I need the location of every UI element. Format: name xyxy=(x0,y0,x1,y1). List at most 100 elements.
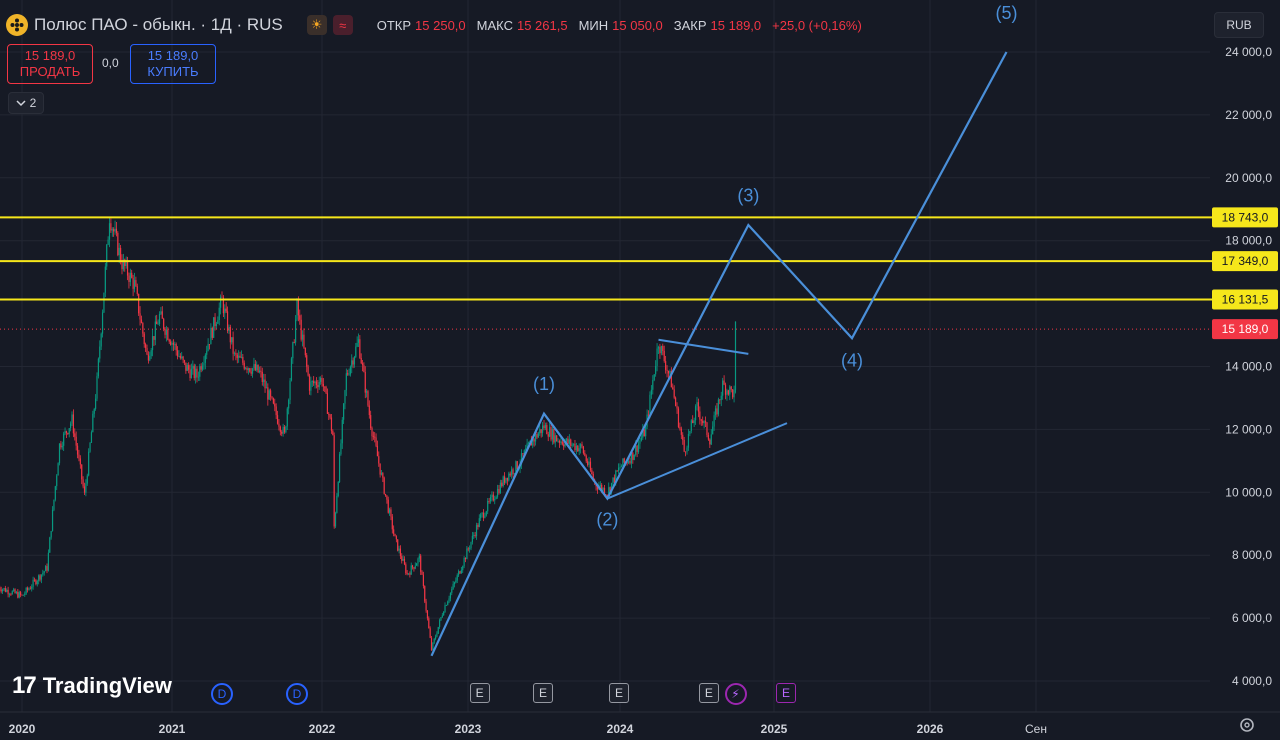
candle-body xyxy=(33,579,36,581)
earnings-event-marker[interactable]: E xyxy=(469,683,490,703)
candle-body xyxy=(250,371,252,374)
candle-body xyxy=(242,356,244,363)
symbol-title[interactable]: Полюс ПАО - обыкн. · 1Д · RUS xyxy=(34,15,283,34)
news-event-marker[interactable]: ⚡ xyxy=(724,683,747,705)
candle-body xyxy=(325,386,327,394)
candle-body xyxy=(502,476,504,487)
indicators-collapse-button[interactable]: 2 xyxy=(8,92,44,114)
earnings-event-marker[interactable]: E xyxy=(776,683,796,703)
candle-body xyxy=(351,360,353,367)
last-price-label: 15 189,0 xyxy=(1222,322,1269,336)
candle-body xyxy=(340,443,342,455)
candle-body xyxy=(622,458,624,467)
candle-body xyxy=(29,588,31,590)
candle-body xyxy=(686,447,688,452)
x-tick-label: 2025 xyxy=(761,722,788,736)
ohlc-low-key: МИН xyxy=(578,17,609,33)
candle-body xyxy=(645,426,647,437)
gear-icon[interactable] xyxy=(1238,716,1256,734)
candle-body xyxy=(665,361,667,370)
candle-body xyxy=(147,354,149,361)
wave-label: (5) xyxy=(996,3,1018,23)
candle-body xyxy=(336,496,338,513)
candle-body xyxy=(585,455,587,462)
candle-body xyxy=(189,369,191,379)
candle-body xyxy=(496,488,499,497)
candle-body xyxy=(360,357,362,364)
elliott-wave-path xyxy=(430,51,1008,657)
candle-body xyxy=(467,548,469,550)
dividend-event-marker[interactable]: D xyxy=(211,683,233,705)
candle-body xyxy=(537,433,539,438)
candle-body xyxy=(482,512,485,518)
earnings-event-marker[interactable]: E xyxy=(533,683,553,703)
candle-body xyxy=(551,429,554,440)
dividend-event-marker[interactable]: D xyxy=(286,683,308,705)
candle-body xyxy=(355,346,357,357)
candle-body xyxy=(370,415,372,428)
candle-body xyxy=(26,587,29,590)
candle-body xyxy=(229,326,231,343)
sun-icon[interactable]: ☀ xyxy=(306,15,327,35)
candle-body xyxy=(204,354,206,363)
candle-body xyxy=(264,379,266,389)
candle-body xyxy=(575,445,577,451)
tradingview-wordmark: TradingView xyxy=(42,673,172,698)
candle-body xyxy=(285,426,287,433)
candle-body xyxy=(713,415,715,427)
candle-body xyxy=(473,535,475,536)
candle-body xyxy=(56,475,58,487)
candle-body xyxy=(441,615,443,618)
candle-body xyxy=(440,617,442,621)
candle-body xyxy=(516,461,518,470)
candle-body xyxy=(75,436,77,446)
candle-body xyxy=(405,564,407,574)
candle-body xyxy=(100,333,102,347)
candle-body xyxy=(520,453,523,465)
candle-body xyxy=(469,548,471,550)
tradingview-logo[interactable]: 17 TradingView xyxy=(12,672,172,700)
candle-body xyxy=(391,516,393,530)
candle-body xyxy=(657,347,660,349)
buy-button[interactable]: 15 189,0 КУПИТЬ xyxy=(130,44,216,84)
candle-body xyxy=(348,374,350,376)
candle-body xyxy=(368,405,370,416)
wave-icon[interactable]: ≈ xyxy=(332,15,353,35)
candle-body xyxy=(655,365,657,375)
candle-body xyxy=(142,322,144,334)
candle-body xyxy=(201,365,204,370)
candle-body xyxy=(390,509,392,517)
sell-button[interactable]: 15 189,0 ПРОДАТЬ xyxy=(7,44,93,84)
candle-body xyxy=(128,275,130,282)
candle-body xyxy=(4,588,6,592)
candle-body xyxy=(601,484,603,491)
candle-body xyxy=(38,575,40,582)
candle-body xyxy=(696,402,698,407)
candle-body xyxy=(639,440,641,444)
candle-body xyxy=(40,574,43,580)
ohlc-close-value: 15 189,0 xyxy=(710,17,762,33)
candle-body xyxy=(506,477,509,481)
candle-body xyxy=(3,588,5,590)
currency-selector[interactable]: RUB xyxy=(1214,12,1264,38)
candle-body xyxy=(296,299,298,320)
candle-body xyxy=(213,317,215,338)
candle-body xyxy=(99,346,101,359)
candle-body xyxy=(672,387,674,390)
sell-price: 15 189,0 xyxy=(24,48,76,63)
candle-body xyxy=(124,259,126,266)
ohlc-high-key: МАКС xyxy=(476,17,513,33)
candle-body xyxy=(615,470,617,483)
x-tick-label: 2022 xyxy=(309,722,336,736)
candle-body xyxy=(57,463,59,476)
earnings-event-marker[interactable]: E xyxy=(609,683,629,703)
candle-body xyxy=(462,566,464,571)
candle-body xyxy=(491,494,493,498)
earnings-event-marker[interactable]: E xyxy=(698,683,719,703)
candle-body xyxy=(347,373,349,375)
candle-body xyxy=(104,266,106,293)
candle-body xyxy=(341,419,343,444)
candle-body xyxy=(197,376,199,378)
candle-body xyxy=(236,354,238,358)
